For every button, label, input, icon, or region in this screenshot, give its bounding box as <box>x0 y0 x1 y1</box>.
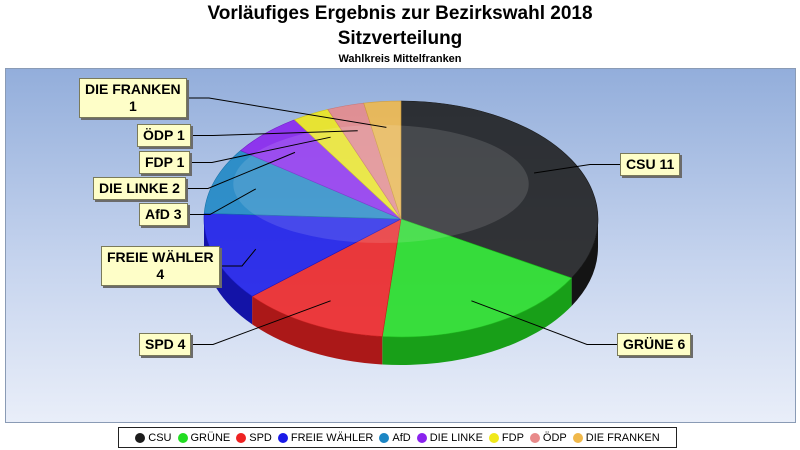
legend-label: SPD <box>249 431 272 444</box>
legend-swatch <box>177 432 188 443</box>
pie-slice-die-franken <box>363 100 402 220</box>
legend-item-csu: CSU <box>135 431 172 444</box>
pie-slice-afd <box>203 150 402 220</box>
callout-afd: AfD 3 <box>139 203 188 226</box>
leader-line--dp <box>191 130 358 136</box>
legend-item-gr-ne: GRÜNE <box>177 431 231 444</box>
chart-legend: CSU GRÜNE SPD FREIE WÄHLER AfD DIE LINKE FDP ÖD… <box>118 427 677 448</box>
leader-line-freie-w-hler <box>220 248 257 267</box>
leader-line-die-linke <box>186 151 296 189</box>
legend-swatch <box>379 432 390 443</box>
legend-swatch <box>529 432 540 443</box>
callout-csu: CSU 11 <box>620 153 681 176</box>
chart-title: Vorläufiges Ergebnis zur Bezirkswahl 201… <box>207 3 593 24</box>
pie-side-freie-w-hler <box>204 219 253 325</box>
plot-area: CSU 11 GRÜNE 6 SPD 4 FREIE WÄHLER 4 AfD 3 DIE … <box>5 68 796 423</box>
leader-line-afd <box>188 188 257 215</box>
legend-item-fdp: FDP <box>488 431 524 444</box>
legend-label: GRÜNE <box>190 431 231 444</box>
legend-swatch <box>236 432 247 443</box>
legend-label: DIE LINKE <box>429 431 483 444</box>
leader-line-spd <box>191 300 331 345</box>
legend-label: ÖDP <box>542 431 567 444</box>
callout-die-franken: DIE FRANKEN 1 <box>79 78 187 118</box>
legend-label: CSU <box>148 431 172 444</box>
pie-side-spd <box>252 296 383 365</box>
legend-label: FDP <box>501 431 524 444</box>
legend-swatch <box>277 432 288 443</box>
legend-label: DIE FRANKEN <box>585 431 660 444</box>
legend-item-spd: SPD <box>236 432 272 444</box>
callout-spd: SPD 4 <box>139 333 192 356</box>
chart-subtitle: Sitzverteilung <box>337 28 463 49</box>
callout--dp: ÖDP 1 <box>137 124 191 147</box>
callout-fdp: FDP 1 <box>139 151 191 174</box>
leader-line-die-franken <box>187 97 387 128</box>
pie-highlight <box>233 125 529 243</box>
pie-side-gr-ne <box>382 278 572 365</box>
leader-line-fdp <box>190 136 331 163</box>
legend-swatch <box>572 432 583 443</box>
pie-slice-spd <box>251 218 402 337</box>
legend-swatch <box>488 432 499 443</box>
legend-label: FREIE WÄHLER <box>290 431 374 444</box>
legend-item--dp: ÖDP <box>529 431 567 444</box>
pie-side-csu <box>571 219 599 306</box>
legend-item-die-franken: DIE FRANKEN <box>572 431 660 444</box>
callout-gr-ne: GRÜNE 6 <box>617 333 692 356</box>
legend-swatch <box>416 432 427 443</box>
pie-slice-csu <box>400 100 599 279</box>
legend-swatch <box>135 432 146 443</box>
pie-slice-gr-ne <box>381 218 573 338</box>
pie-chart <box>186 97 620 365</box>
callout-freie-w-hler: FREIE WÄHLER 4 <box>101 246 220 286</box>
district-label: Wahlkreis Mittelfranken <box>338 53 462 65</box>
legend-item-die-linke: DIE LINKE <box>416 431 483 444</box>
callout-die-linke: DIE LINKE 2 <box>93 177 186 200</box>
leader-line-csu <box>533 164 620 174</box>
legend-label: AfD <box>392 431 411 444</box>
legend-item-afd: AfD <box>379 431 411 444</box>
leader-line-gr-ne <box>471 300 617 345</box>
legend-item-freie-w-hler: FREIE WÄHLER <box>277 431 374 444</box>
